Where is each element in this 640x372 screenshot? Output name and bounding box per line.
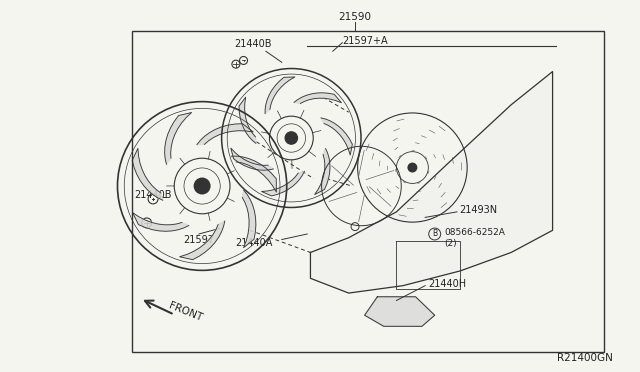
Polygon shape [265,77,295,114]
Text: B: B [432,230,437,238]
Polygon shape [180,221,225,260]
Text: (2): (2) [444,239,457,248]
Polygon shape [243,190,256,248]
Polygon shape [164,112,191,164]
Polygon shape [310,71,552,293]
Circle shape [285,132,298,144]
Text: 21597+A: 21597+A [342,36,388,46]
Text: FRONT: FRONT [167,300,204,323]
Text: 21440A: 21440A [236,238,273,248]
Polygon shape [315,148,330,195]
Circle shape [195,178,210,194]
Polygon shape [231,148,273,170]
Polygon shape [132,212,189,231]
Text: 21440H: 21440H [428,279,467,289]
Polygon shape [231,156,276,192]
Text: 08566-6252A: 08566-6252A [444,228,505,237]
Polygon shape [239,97,256,143]
Text: 21440B: 21440B [234,39,271,49]
Bar [132,31,604,352]
Polygon shape [197,124,253,145]
Text: R21400GN: R21400GN [557,353,613,363]
Polygon shape [132,148,163,200]
Text: 21493N: 21493N [459,205,497,215]
Text: 21597: 21597 [184,234,214,244]
Circle shape [408,163,417,173]
Text: 21590: 21590 [339,12,372,22]
Polygon shape [294,93,341,103]
Text: 21440B: 21440B [134,190,172,200]
Polygon shape [365,297,435,326]
Polygon shape [262,171,305,196]
Polygon shape [321,118,353,155]
